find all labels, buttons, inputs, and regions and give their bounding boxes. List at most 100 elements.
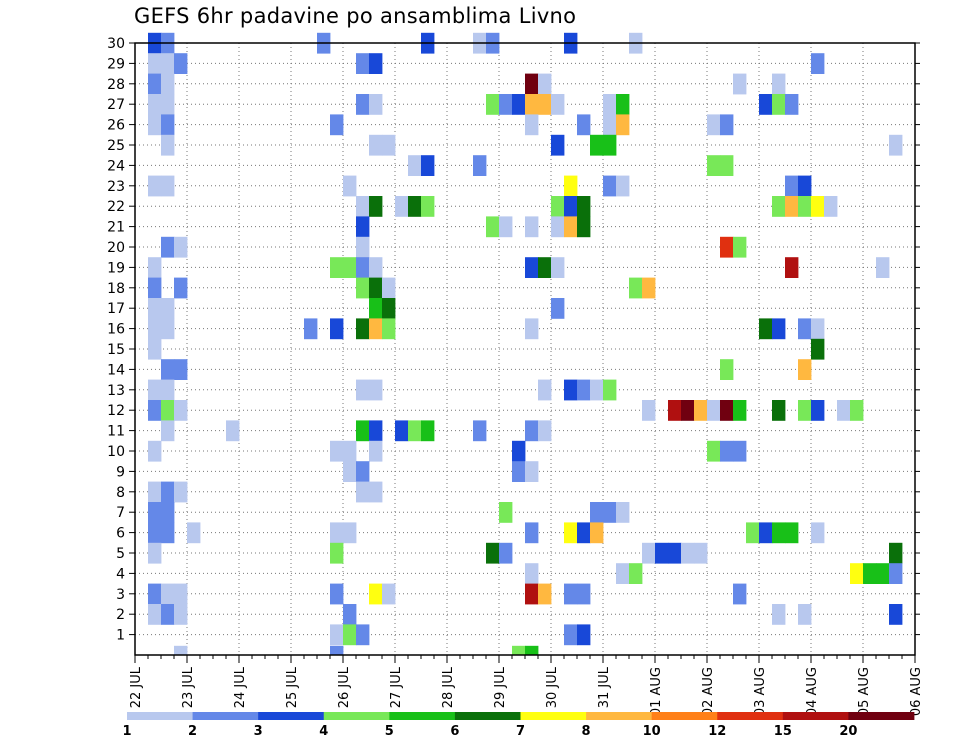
heatmap-cell — [694, 400, 708, 421]
heatmap-cell — [499, 502, 513, 523]
heatmap-cell — [577, 196, 591, 217]
heatmap-cell — [798, 400, 812, 421]
heatmap-cell — [369, 257, 383, 278]
heatmap-cell — [174, 604, 188, 625]
heatmap-cell — [369, 196, 383, 217]
heatmap-cell — [356, 257, 370, 278]
heatmap-cell — [369, 134, 383, 156]
heatmap-cell — [148, 94, 162, 115]
heatmap-cell — [577, 114, 591, 136]
color-legend: 1 2 3 4 5 6 7 8 10 12 15 20 — [122, 712, 915, 739]
x-tick-label: 22 JUL — [129, 666, 144, 708]
heatmap-cell — [499, 94, 513, 115]
heatmap-cell — [226, 420, 240, 442]
heatmap-cell — [330, 522, 344, 544]
heatmap-cell — [525, 583, 539, 605]
heatmap-cell — [525, 216, 539, 238]
y-tick-label: 26 — [107, 118, 125, 134]
heatmap-cell — [161, 94, 175, 115]
heatmap-cell — [161, 502, 175, 523]
y-tick-label: 13 — [107, 383, 125, 399]
heatmap-cell — [720, 359, 734, 380]
heatmap-cell — [356, 461, 370, 482]
heatmap-cell — [733, 73, 747, 95]
y-tick-label: 12 — [107, 403, 125, 419]
heatmap-cell — [161, 379, 175, 401]
heatmap-cell — [356, 277, 370, 299]
heatmap-cell — [525, 420, 539, 442]
heatmap-cell — [148, 379, 162, 401]
heatmap-cell — [850, 563, 864, 584]
heatmap-cell — [343, 461, 357, 482]
heatmap-cell — [772, 318, 786, 340]
heatmap-cell — [616, 563, 630, 584]
heatmap-cell — [512, 94, 526, 115]
heatmap-cell — [148, 318, 162, 340]
heatmap-cell — [603, 134, 617, 156]
heatmap-cell — [148, 400, 162, 421]
y-axis: 1234567891011121314151617181920212223242… — [107, 36, 920, 644]
heatmap-cell — [551, 298, 565, 319]
heatmap-cell — [330, 257, 344, 278]
heatmap-cell — [577, 522, 591, 544]
heatmap-cell — [642, 400, 656, 421]
heatmap-cell — [785, 94, 799, 115]
heatmap-cell — [668, 542, 682, 564]
heatmap-cell — [161, 583, 175, 605]
x-tick-label: 02 AUG — [701, 667, 716, 716]
heatmap-cell — [174, 236, 188, 258]
heatmap-cell — [603, 114, 617, 136]
heatmap-cell — [876, 563, 890, 584]
heatmap-cell — [174, 645, 188, 656]
legend-swatch — [454, 712, 521, 720]
heatmap-cell — [733, 583, 747, 605]
heatmap-cell — [369, 379, 383, 401]
heatmap-cell — [772, 73, 786, 95]
y-tick-label: 14 — [107, 362, 125, 378]
heatmap-cell — [811, 338, 825, 360]
heatmap-cell — [538, 94, 552, 115]
legend-label: 5 — [385, 724, 394, 739]
heatmap-cell — [538, 583, 552, 605]
heatmap-cell — [343, 257, 357, 278]
heatmap-cell — [759, 94, 773, 115]
heatmap-cell — [330, 114, 344, 136]
heatmap-cell — [551, 134, 565, 156]
heatmap-cell — [525, 114, 539, 136]
heatmap-cell — [811, 196, 825, 217]
legend-label: 3 — [254, 724, 263, 739]
legend-swatch — [520, 712, 587, 720]
heatmap-cell — [486, 94, 500, 115]
x-tick-label: 03 AUG — [753, 667, 768, 716]
heatmap-cell — [486, 542, 500, 564]
heatmap-cell — [603, 175, 617, 197]
heatmap-cell — [772, 400, 786, 421]
heatmap-cell — [564, 175, 578, 197]
legend-label: 7 — [516, 724, 525, 739]
heatmap-cell — [642, 277, 656, 299]
heatmap-cell — [356, 94, 370, 115]
legend-swatch — [717, 712, 784, 720]
x-tick-label: 27 JUL — [389, 666, 404, 708]
heatmap-cell — [850, 400, 864, 421]
heatmap-cell — [707, 440, 721, 462]
heatmap-cell — [798, 359, 812, 380]
y-tick-label: 24 — [107, 158, 125, 174]
heatmap-cell — [785, 175, 799, 197]
heatmap-cell — [174, 53, 188, 74]
heatmap-cell — [330, 318, 344, 340]
x-tick-label: 04 AUG — [805, 667, 820, 716]
heatmap-cell — [174, 481, 188, 503]
heatmap-cell — [369, 420, 383, 442]
heatmap-cell — [512, 645, 526, 656]
heatmap-cell — [889, 134, 903, 156]
heatmap-cell — [525, 645, 539, 656]
heatmap-cell — [356, 53, 370, 74]
legend-swatch — [389, 712, 456, 720]
heatmap-cell — [616, 175, 630, 197]
heatmap-cell — [798, 604, 812, 625]
legend-label: 1 — [122, 724, 131, 739]
heatmap-cell — [538, 73, 552, 95]
y-tick-label: 19 — [107, 260, 125, 276]
